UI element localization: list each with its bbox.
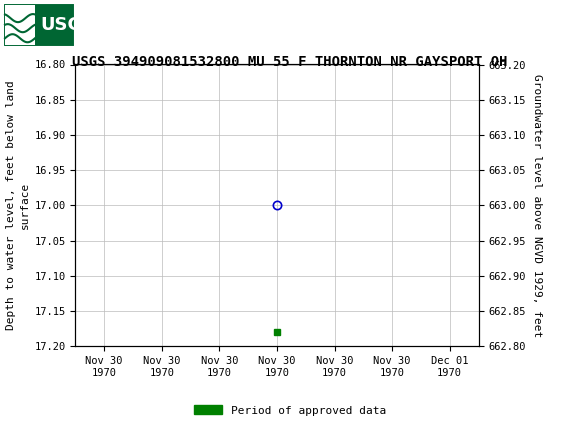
Y-axis label: Groundwater level above NGVD 1929, feet: Groundwater level above NGVD 1929, feet [532,74,542,337]
Text: USGS 394909081532800 MU 55 F THORNTON NR GAYSPORT OH: USGS 394909081532800 MU 55 F THORNTON NR… [72,55,508,69]
Bar [5,5,35,45]
Legend: Period of approved data: Period of approved data [190,401,390,420]
Y-axis label: Depth to water level, feet below land
surface: Depth to water level, feet below land su… [6,80,30,330]
Text: USGS: USGS [40,16,95,34]
Bar [3,3,75,47]
